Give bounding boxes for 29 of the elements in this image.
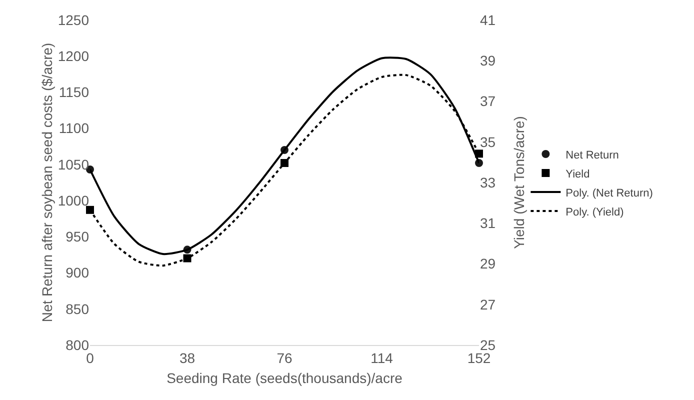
y-tick-label: 900 [66, 264, 90, 281]
legend-label: Poly. (Net Return) [566, 187, 653, 200]
y-tick-label: 1000 [58, 192, 90, 208]
y-tick-label: 1250 [58, 12, 90, 28]
legend-label: Poly. (Yield) [566, 206, 624, 218]
y2-tick-label: 35 [480, 134, 496, 150]
x-tick-label: 38 [179, 350, 196, 366]
y2-tick-label: 29 [480, 256, 496, 272]
y-tick-label: 1100 [58, 120, 90, 136]
legend-label: Yield [566, 168, 590, 180]
point [475, 150, 483, 158]
y2-tick-label: 33 [480, 174, 496, 190]
y2-tick-label: 41 [480, 12, 496, 28]
y-tick-label: 850 [66, 300, 90, 317]
x-tick-label: 76 [276, 350, 292, 366]
y2-tick-label: 37 [480, 93, 496, 110]
x-axis-title: Seeding Rate (seeds(thousands)/acre [166, 370, 403, 386]
y-tick-label: 1150 [58, 84, 90, 100]
y2-tick-label: 39 [480, 52, 496, 69]
y2-tick-label: 27 [480, 296, 496, 312]
legend-label: Net Return [566, 149, 619, 162]
point [86, 206, 94, 214]
y2-axis-title: Yield (Wet Tons/acre) [511, 116, 527, 249]
y-tick-label: 1050 [58, 156, 90, 172]
x-tick-label: 114 [370, 350, 394, 366]
y-tick-label: 1200 [58, 48, 90, 64]
y2-tick-label: 31 [480, 215, 496, 232]
y-tick-label: 950 [66, 228, 90, 245]
y-axis-title: Net Return after soybean seed costs ($/acre) [39, 42, 55, 322]
